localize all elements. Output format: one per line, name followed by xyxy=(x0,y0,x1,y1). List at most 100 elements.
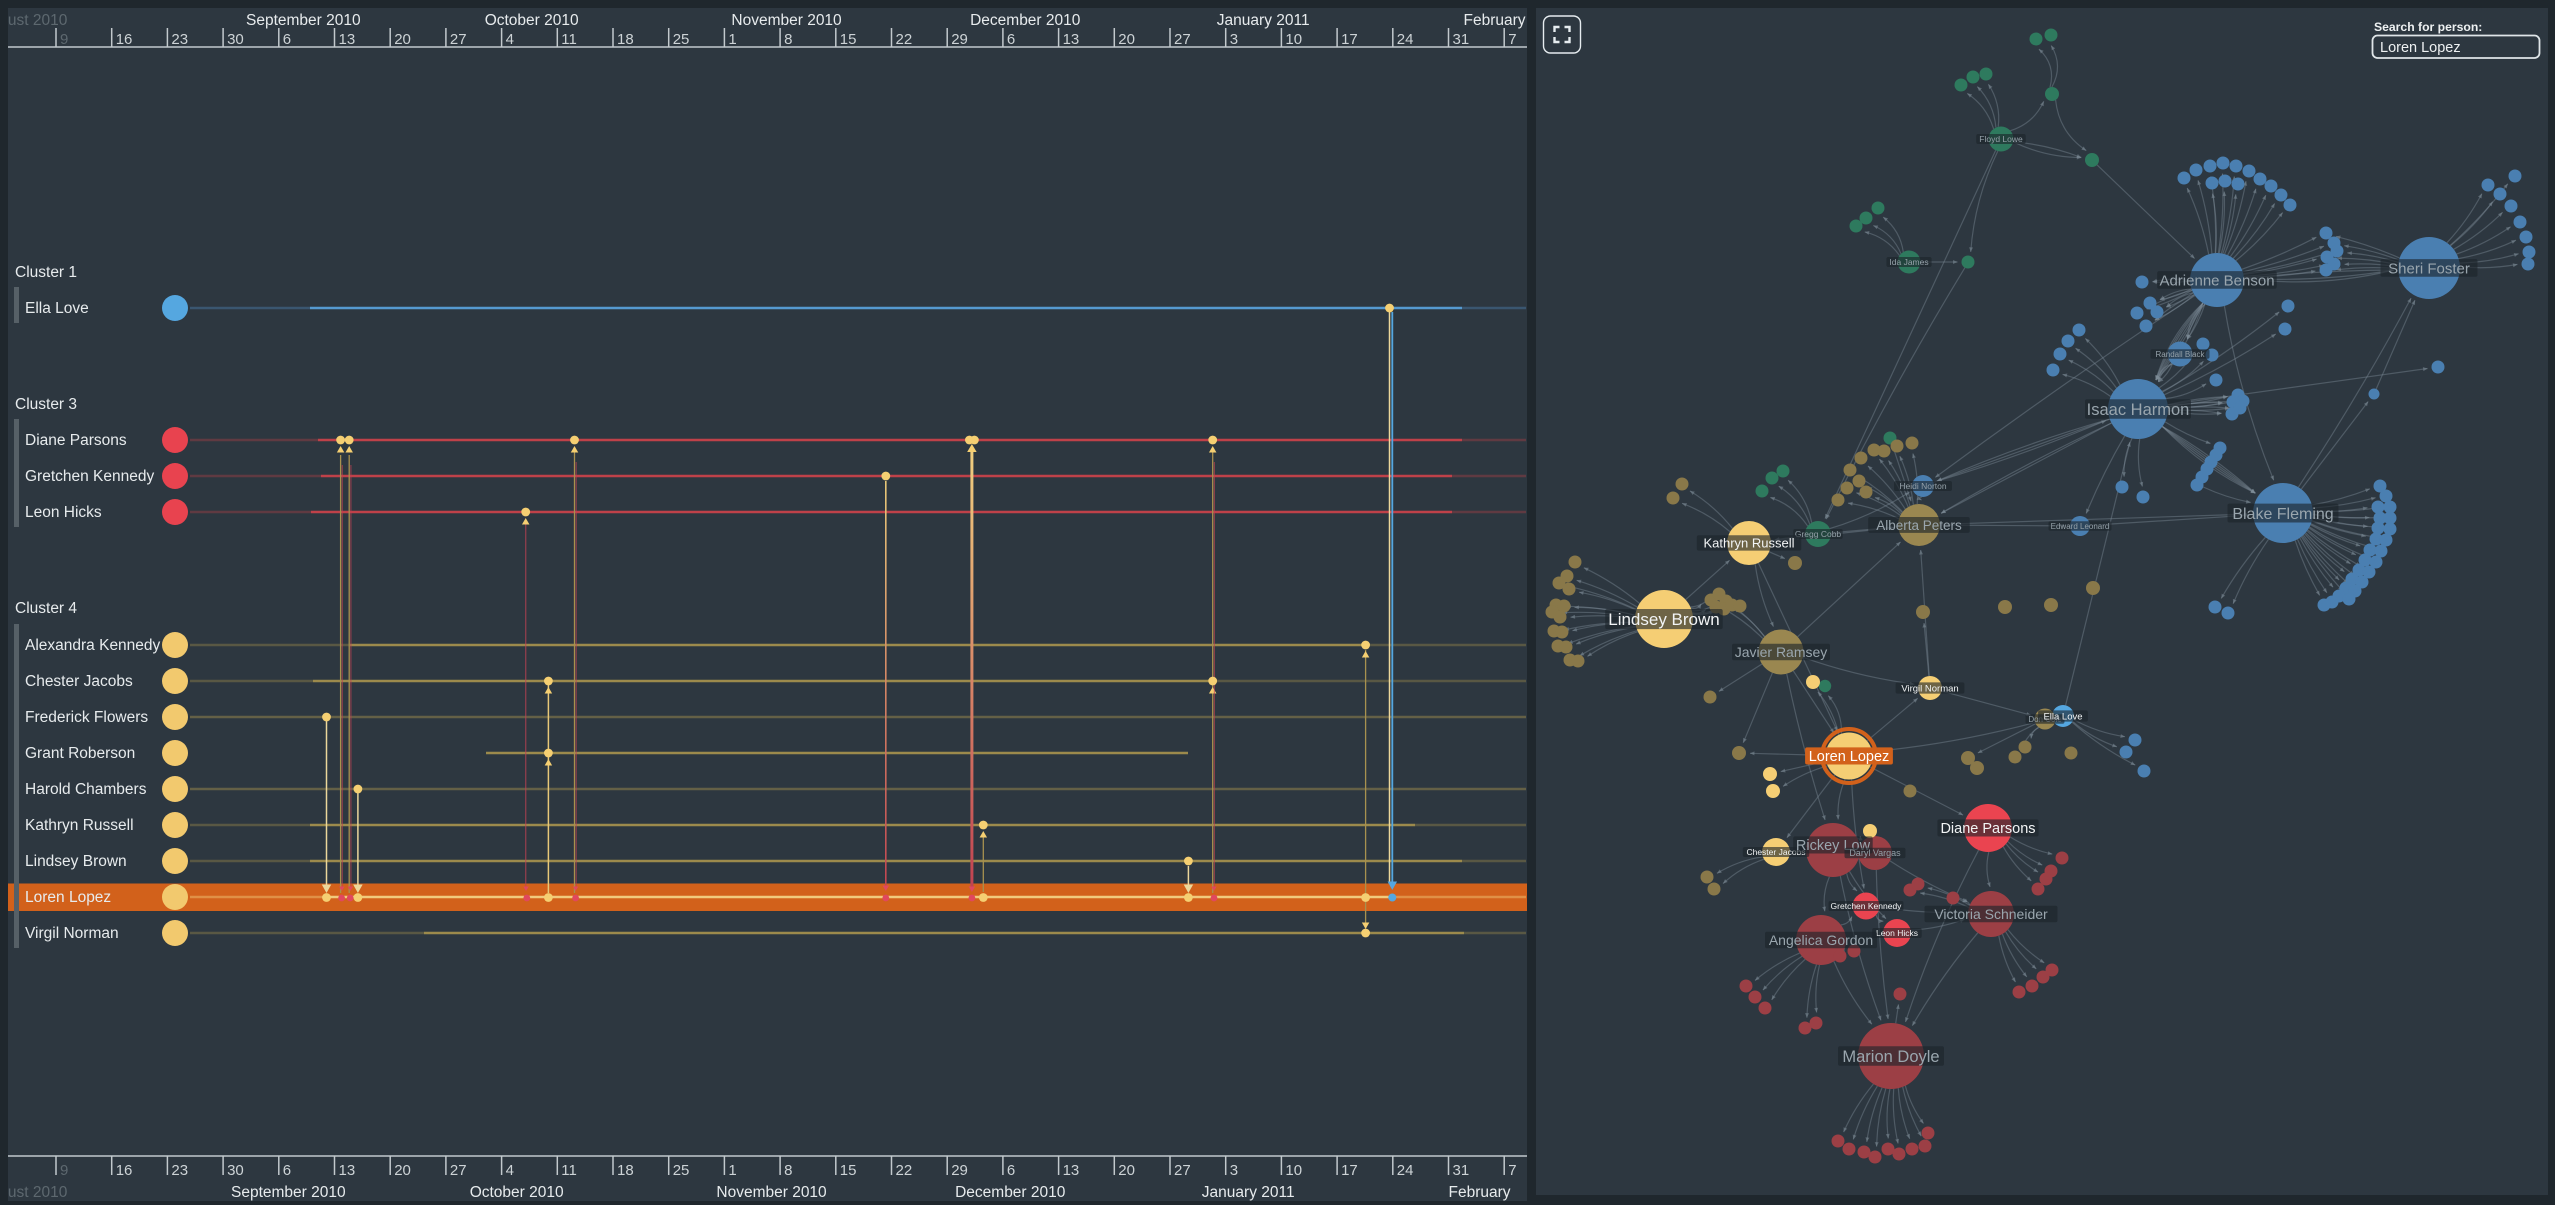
svg-text:23: 23 xyxy=(171,31,188,48)
svg-text:3: 3 xyxy=(1230,1162,1238,1179)
svg-text:January 2011: January 2011 xyxy=(1217,12,1310,29)
svg-text:Gretchen Kennedy: Gretchen Kennedy xyxy=(1831,901,1903,911)
svg-text:20: 20 xyxy=(394,31,411,48)
svg-text:1: 1 xyxy=(728,31,736,48)
svg-text:Ella Love: Ella Love xyxy=(2043,711,2082,722)
svg-text:3: 3 xyxy=(1230,31,1238,48)
svg-text:4: 4 xyxy=(506,31,514,48)
svg-text:Diane Parsons: Diane Parsons xyxy=(1940,821,2035,837)
svg-text:Loren Lopez: Loren Lopez xyxy=(25,889,111,906)
svg-text:27: 27 xyxy=(1174,1162,1191,1179)
svg-text:October 2010: October 2010 xyxy=(470,1184,564,1201)
svg-text:10: 10 xyxy=(1285,1162,1302,1179)
svg-text:Gretchen Kennedy: Gretchen Kennedy xyxy=(25,468,155,485)
svg-text:16: 16 xyxy=(116,31,133,48)
svg-text:18: 18 xyxy=(617,31,634,48)
svg-text:22: 22 xyxy=(896,1162,913,1179)
svg-text:Chester Jacobs: Chester Jacobs xyxy=(25,673,133,690)
svg-text:23: 23 xyxy=(171,1162,188,1179)
svg-text:8: 8 xyxy=(784,1162,792,1179)
svg-text:Angelica Gordon: Angelica Gordon xyxy=(1769,932,1873,948)
svg-text:18: 18 xyxy=(617,1162,634,1179)
svg-text:4: 4 xyxy=(506,1162,514,1179)
svg-text:25: 25 xyxy=(673,1162,690,1179)
svg-text:Alexandra Kennedy: Alexandra Kennedy xyxy=(25,637,161,654)
svg-text:Grant Roberson: Grant Roberson xyxy=(25,745,135,762)
svg-text:20: 20 xyxy=(394,1162,411,1179)
svg-text:29: 29 xyxy=(951,1162,968,1179)
svg-text:6: 6 xyxy=(283,1162,291,1179)
svg-text:Gregg Cobb: Gregg Cobb xyxy=(1795,529,1842,539)
svg-text:Cluster 3: Cluster 3 xyxy=(15,396,77,413)
svg-text:29: 29 xyxy=(951,31,968,48)
svg-text:February: February xyxy=(1449,1184,1511,1201)
svg-text:Leon Hicks: Leon Hicks xyxy=(25,504,102,521)
svg-text:Victoria Schneider: Victoria Schneider xyxy=(1934,906,2048,922)
svg-text:6: 6 xyxy=(1007,31,1015,48)
svg-text:September 2010: September 2010 xyxy=(246,12,361,29)
svg-text:Sheri Foster: Sheri Foster xyxy=(2388,260,2470,277)
svg-text:Alberta Peters: Alberta Peters xyxy=(1876,518,1962,533)
svg-text:August 2010: August 2010 xyxy=(0,1184,68,1201)
svg-text:November 2010: November 2010 xyxy=(716,1184,827,1201)
svg-text:25: 25 xyxy=(673,31,690,48)
svg-text:27: 27 xyxy=(450,31,467,48)
svg-text:Loren Lopez: Loren Lopez xyxy=(2380,40,2461,56)
svg-text:7: 7 xyxy=(1508,1162,1516,1179)
svg-text:Leon Hicks: Leon Hicks xyxy=(1876,928,1918,938)
svg-text:Ida James: Ida James xyxy=(1889,257,1928,267)
svg-text:Virgil Norman: Virgil Norman xyxy=(1901,683,1958,694)
svg-text:October 2010: October 2010 xyxy=(485,12,579,29)
svg-text:Frederick Flowers: Frederick Flowers xyxy=(25,709,148,726)
svg-text:30: 30 xyxy=(227,1162,244,1179)
svg-text:9: 9 xyxy=(60,31,68,48)
svg-text:7: 7 xyxy=(1508,31,1516,48)
svg-text:20: 20 xyxy=(1118,31,1135,48)
svg-text:Kathryn Russell: Kathryn Russell xyxy=(1703,536,1794,551)
svg-text:10: 10 xyxy=(1285,31,1302,48)
svg-text:Cluster 4: Cluster 4 xyxy=(15,600,77,617)
svg-text:1: 1 xyxy=(728,1162,736,1179)
svg-text:December 2010: December 2010 xyxy=(970,12,1081,29)
svg-text:31: 31 xyxy=(1453,31,1470,48)
svg-text:11: 11 xyxy=(561,1162,577,1179)
svg-text:Javier Ramsey: Javier Ramsey xyxy=(1735,644,1828,660)
svg-text:Kathryn Russell: Kathryn Russell xyxy=(25,817,134,834)
svg-text:Heidi Norton: Heidi Norton xyxy=(1899,481,1947,491)
svg-text:Marion Doyle: Marion Doyle xyxy=(1842,1048,1939,1066)
svg-text:13: 13 xyxy=(1063,31,1080,48)
svg-text:22: 22 xyxy=(896,31,913,48)
svg-text:8: 8 xyxy=(784,31,792,48)
svg-text:Edward Leonard: Edward Leonard xyxy=(2051,522,2110,531)
svg-text:November 2010: November 2010 xyxy=(731,12,842,29)
svg-text:Randall Black: Randall Black xyxy=(2156,350,2206,359)
svg-text:17: 17 xyxy=(1341,31,1358,48)
svg-text:13: 13 xyxy=(339,1162,356,1179)
svg-text:Floyd Lowe: Floyd Lowe xyxy=(1979,134,2023,144)
svg-text:Search for person:: Search for person: xyxy=(2374,20,2482,34)
svg-text:16: 16 xyxy=(116,1162,133,1179)
svg-text:17: 17 xyxy=(1341,1162,1358,1179)
svg-text:February: February xyxy=(1464,12,1526,29)
svg-text:31: 31 xyxy=(1453,1162,1470,1179)
svg-text:Virgil Norman: Virgil Norman xyxy=(25,925,119,942)
svg-text:Adrienne Benson: Adrienne Benson xyxy=(2159,272,2274,289)
svg-text:Blake Fleming: Blake Fleming xyxy=(2232,506,2333,523)
svg-text:11: 11 xyxy=(561,31,577,48)
svg-text:6: 6 xyxy=(283,31,291,48)
svg-text:Isaac Harmon: Isaac Harmon xyxy=(2087,401,2190,419)
svg-text:27: 27 xyxy=(450,1162,467,1179)
svg-text:Daryl Vargas: Daryl Vargas xyxy=(1849,848,1901,858)
svg-text:August 2010: August 2010 xyxy=(0,12,68,29)
svg-text:15: 15 xyxy=(840,1162,857,1179)
svg-text:Harold Chambers: Harold Chambers xyxy=(25,781,147,798)
svg-text:13: 13 xyxy=(339,31,356,48)
svg-text:24: 24 xyxy=(1397,31,1414,48)
svg-text:27: 27 xyxy=(1174,31,1191,48)
svg-text:13: 13 xyxy=(1063,1162,1080,1179)
svg-text:Diane Parsons: Diane Parsons xyxy=(25,432,127,449)
svg-text:January 2011: January 2011 xyxy=(1202,1184,1295,1201)
svg-text:Loren Lopez: Loren Lopez xyxy=(1809,749,1890,765)
svg-text:Ella Love: Ella Love xyxy=(25,300,89,317)
svg-text:Chester Jacobs: Chester Jacobs xyxy=(1746,847,1805,857)
